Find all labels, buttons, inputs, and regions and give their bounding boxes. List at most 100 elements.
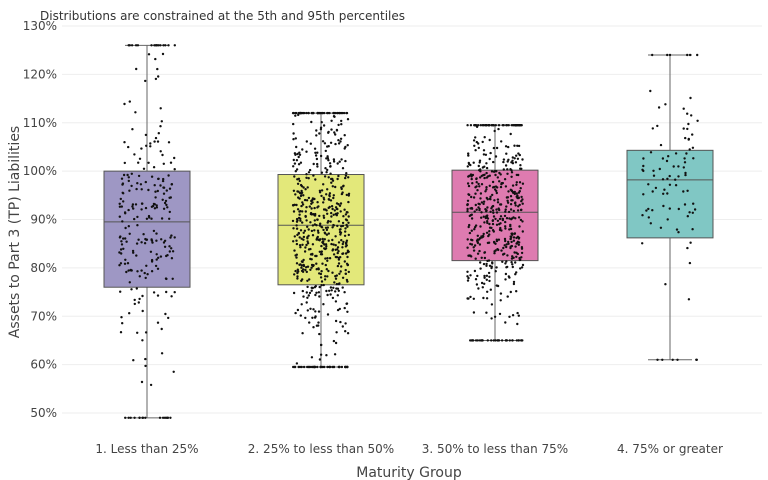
- data-point: [297, 111, 301, 115]
- data-point: [688, 261, 692, 265]
- data-point: [467, 184, 471, 188]
- data-point: [164, 312, 167, 316]
- data-point: [340, 158, 343, 161]
- data-point: [479, 168, 482, 171]
- data-point: [478, 243, 482, 246]
- data-point: [519, 124, 523, 127]
- data-point: [155, 206, 159, 209]
- data-point: [511, 232, 514, 235]
- data-point: [163, 239, 167, 242]
- data-point: [325, 193, 328, 196]
- data-point: [315, 262, 318, 265]
- data-point: [686, 246, 689, 250]
- data-point: [326, 293, 329, 297]
- data-point: [677, 165, 680, 168]
- data-point: [320, 253, 324, 256]
- data-point: [666, 218, 669, 221]
- data-point: [119, 331, 123, 334]
- data-point: [652, 174, 656, 177]
- data-point: [292, 227, 295, 230]
- data-point: [170, 257, 174, 260]
- data-point: [293, 235, 296, 238]
- data-point: [691, 211, 694, 214]
- data-point: [493, 170, 497, 173]
- data-point: [518, 225, 521, 228]
- data-point: [483, 176, 486, 180]
- data-point: [320, 270, 323, 273]
- data-point: [162, 207, 166, 210]
- data-point: [320, 194, 323, 198]
- data-point: [319, 272, 323, 276]
- data-point: [307, 171, 311, 174]
- data-point: [170, 247, 173, 250]
- data-point: [300, 264, 304, 267]
- x-tick-label: 2. 25% to less than 50%: [248, 442, 394, 456]
- data-point: [480, 256, 483, 259]
- data-point: [332, 253, 336, 256]
- data-point: [336, 264, 340, 268]
- data-point: [470, 213, 473, 216]
- data-point: [318, 285, 321, 289]
- data-point: [652, 169, 655, 172]
- data-point: [170, 295, 173, 298]
- data-point: [162, 162, 165, 165]
- data-point: [504, 185, 508, 188]
- data-point: [171, 277, 174, 280]
- data-point: [485, 196, 488, 200]
- data-point: [504, 164, 508, 167]
- data-point: [505, 152, 508, 155]
- data-point: [160, 217, 164, 220]
- data-point: [305, 173, 308, 176]
- data-point: [295, 262, 299, 265]
- data-point: [301, 332, 304, 335]
- data-point: [339, 137, 343, 140]
- data-point: [328, 289, 331, 292]
- data-point: [141, 309, 144, 313]
- data-point: [317, 324, 320, 327]
- data-point: [300, 237, 303, 240]
- data-point: [479, 197, 482, 200]
- data-point: [666, 192, 669, 195]
- data-point: [658, 167, 661, 171]
- data-point: [469, 295, 472, 299]
- data-point: [128, 232, 131, 235]
- data-point: [509, 245, 512, 248]
- data-point: [674, 184, 678, 187]
- data-point: [333, 111, 336, 115]
- data-point: [496, 284, 500, 288]
- data-point: [319, 343, 323, 347]
- data-point: [159, 125, 162, 128]
- data-point: [509, 208, 513, 211]
- data-point: [137, 161, 140, 164]
- data-point: [164, 199, 168, 203]
- data-point: [294, 254, 297, 257]
- data-point: [507, 275, 510, 278]
- data-point: [502, 246, 505, 250]
- data-point: [492, 160, 495, 164]
- data-point: [514, 161, 518, 164]
- data-point: [682, 107, 685, 110]
- data-point: [126, 262, 130, 265]
- data-point: [294, 153, 297, 156]
- data-point: [516, 322, 519, 326]
- data-point: [300, 185, 304, 188]
- data-point: [304, 210, 307, 213]
- data-point: [346, 365, 349, 369]
- data-point: [309, 365, 313, 369]
- data-point: [466, 210, 469, 213]
- data-point: [301, 221, 304, 224]
- data-point: [305, 219, 308, 222]
- data-point: [122, 173, 126, 177]
- data-point: [124, 237, 127, 240]
- data-point: [482, 174, 485, 177]
- data-point: [135, 254, 138, 257]
- data-point: [504, 225, 507, 228]
- data-point: [467, 225, 470, 229]
- data-point: [671, 358, 674, 361]
- data-point: [480, 235, 483, 238]
- data-point: [344, 268, 347, 272]
- data-point: [677, 207, 680, 211]
- data-point: [173, 236, 176, 239]
- data-point: [306, 240, 309, 243]
- box-group: [277, 111, 365, 369]
